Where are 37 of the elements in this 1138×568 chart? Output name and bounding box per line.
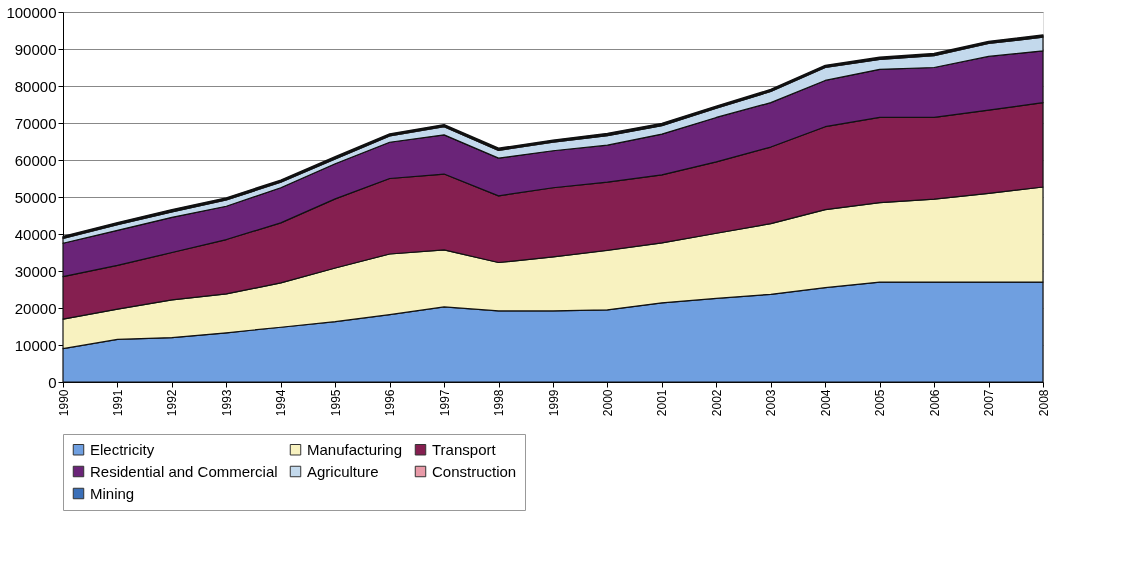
x-tick-label: 1994: [274, 389, 289, 417]
x-tick-label: 1999: [546, 389, 561, 417]
x-tick-label: 2008: [1036, 389, 1051, 417]
x-tick-label: 1996: [383, 389, 398, 417]
x-tick-label: 2005: [873, 389, 888, 417]
x-tick-label: 2002: [709, 389, 724, 417]
x-tick-label: 2001: [655, 389, 670, 417]
x-tick-label: 1992: [165, 389, 180, 417]
y-tick-label: 70000: [14, 114, 57, 132]
legend-label: Transport: [432, 440, 497, 458]
x-tick-label: 1995: [328, 389, 343, 417]
x-tick-label: 2007: [982, 389, 997, 417]
legend-label: Manufacturing: [307, 440, 403, 458]
y-tick-label: 0: [48, 373, 57, 391]
legend-label: Construction: [432, 462, 517, 480]
x-tick-label: 2003: [764, 389, 779, 417]
y-tick-label: 100000: [6, 3, 57, 21]
x-tick-label: 2000: [600, 389, 615, 417]
y-tick-label: 50000: [14, 188, 57, 206]
x-tick-label: 1993: [219, 389, 234, 417]
legend-label: Residential and Commercial: [90, 462, 278, 480]
x-tick-label: 1991: [110, 389, 125, 417]
y-tick-label: 90000: [14, 40, 57, 58]
y-tick-label: 10000: [14, 336, 57, 354]
legend-label: Mining: [90, 484, 135, 502]
legend-label: Electricity: [90, 440, 155, 458]
y-tick-label: 60000: [14, 151, 57, 169]
x-tick-label: 1997: [437, 389, 452, 417]
x-tick-label: 2004: [818, 389, 833, 417]
x-tick-label: 1990: [56, 389, 71, 417]
x-tick-label: 1998: [492, 389, 507, 417]
y-tick-label: 30000: [14, 262, 57, 280]
x-tick-label: 2006: [927, 389, 942, 417]
y-tick-label: 40000: [14, 225, 57, 243]
y-tick-label: 20000: [14, 299, 57, 317]
y-tick-label: 80000: [14, 77, 57, 95]
legend-label: Agriculture: [307, 462, 379, 480]
